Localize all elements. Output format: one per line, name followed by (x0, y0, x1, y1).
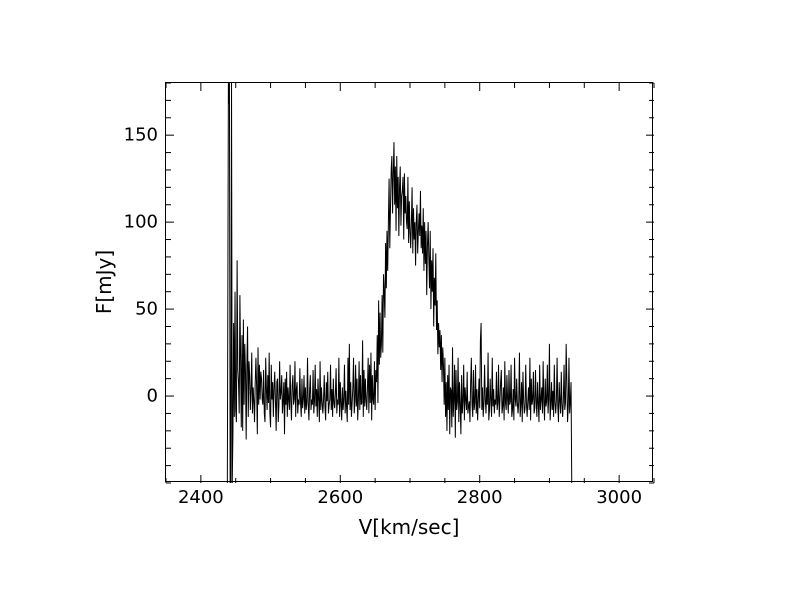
y-tick-label: 150 (124, 125, 158, 146)
y-tick-label: 100 (124, 212, 158, 233)
plot-svg (166, 83, 654, 483)
y-tick-label: 0 (147, 386, 158, 407)
y-axis-label: F[mJy] (92, 250, 116, 314)
x-axis-label: V[km/sec] (359, 515, 460, 539)
x-tick-label: 2400 (178, 487, 224, 508)
x-tick-label: 3000 (596, 487, 642, 508)
y-tick-label: 50 (135, 299, 158, 320)
spectrum-figure: F[mJy] V[km/sec] 2400 2600 2800 3000 0 50 100 1… (0, 0, 792, 612)
x-tick-label: 2600 (317, 487, 363, 508)
plot-area: F[mJy] V[km/sec] 24002600280030000501001… (165, 82, 653, 482)
x-tick-label: 2800 (457, 487, 503, 508)
